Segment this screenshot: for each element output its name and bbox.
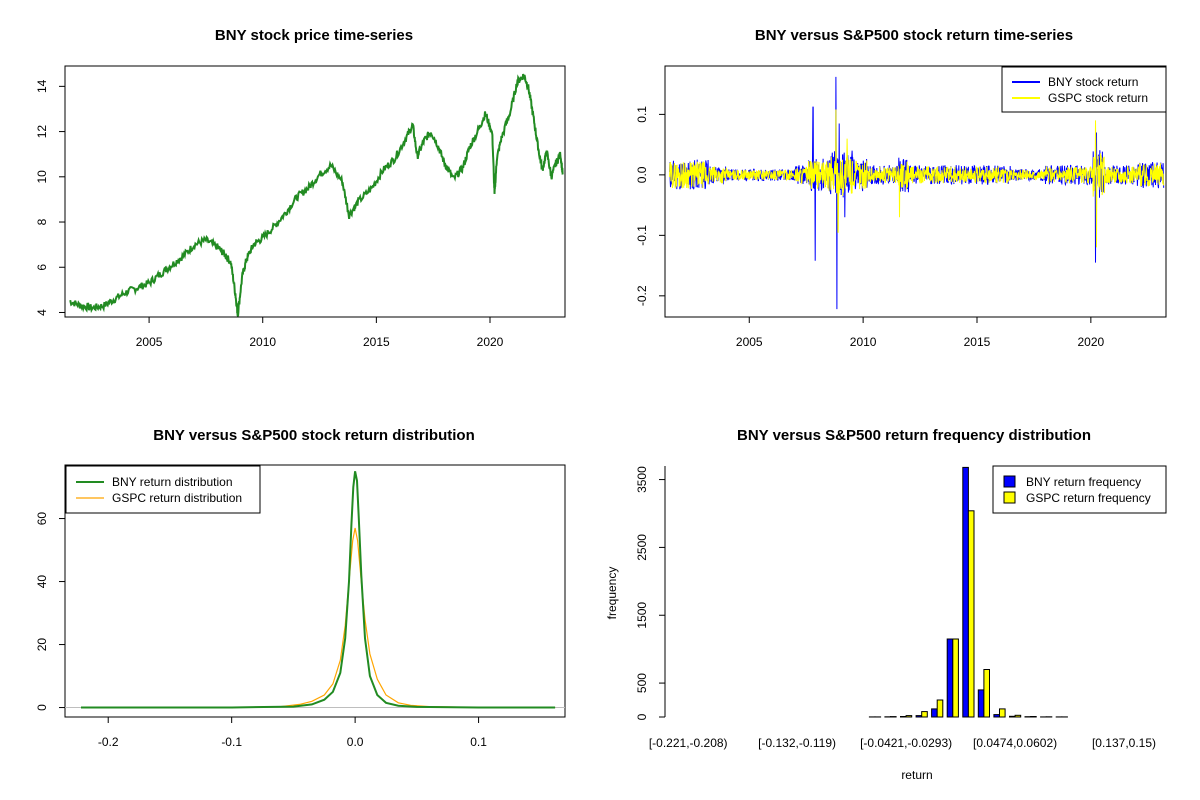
y-tick-label: 12 [35, 125, 49, 139]
frequency-y-axis-label: frequency [605, 567, 619, 620]
density-legend-box [65, 465, 261, 514]
gspc-density-line [81, 527, 556, 709]
x-tick-label: 2010 [249, 335, 276, 349]
x-tick-label: [-0.0421,-0.0293) [860, 736, 952, 750]
price-axis-ticks: 2005 2010 2015 2020 4 6 8 10 12 14 [35, 79, 504, 349]
x-tick-label: 2010 [850, 335, 877, 349]
y-tick-label: 1500 [635, 602, 649, 629]
price-chart-title: BNY stock price time-series [215, 27, 413, 44]
returns-chart-title: BNY versus S&P500 stock return time-seri… [755, 27, 1073, 44]
price-series-line [69, 73, 564, 317]
y-tick-label: -0.1 [635, 225, 649, 246]
x-tick-label: 2015 [363, 335, 390, 349]
y-tick-label: 0.1 [635, 106, 649, 123]
bny-frequency-bar [993, 714, 1001, 718]
y-tick-label: 10 [35, 170, 49, 184]
returns-axis-ticks: 2005 2010 2015 2020 -0.2 -0.1 0.0 0.1 [635, 106, 1105, 349]
bny-frequency-bar [946, 638, 954, 718]
gspc-frequency-bar [905, 715, 913, 718]
y-tick-label: -0.2 [635, 285, 649, 306]
y-tick-label: 0 [635, 713, 649, 720]
density-legend: BNY return distribution GSPC return dist… [65, 465, 261, 514]
legend-label-bny-frequency: BNY return frequency [1026, 475, 1141, 489]
returns-plot-frame [664, 65, 1167, 318]
legend-label-gspc-frequency: GSPC return frequency [1026, 491, 1151, 505]
gspc-frequency-bar [1014, 714, 1022, 718]
x-tick-label: [-0.221,-0.208) [649, 736, 728, 750]
x-tick-label: -0.1 [221, 735, 242, 749]
legend-swatch-bny-frequency [1003, 475, 1016, 488]
legend-label-gspc-return: GSPC stock return [1048, 91, 1148, 105]
y-tick-label: 40 [35, 575, 49, 589]
bny-density-line [81, 471, 556, 709]
legend-label-bny-density: BNY return distribution [112, 475, 233, 489]
gspc-frequency-bar [983, 669, 991, 718]
x-tick-label: -0.2 [98, 735, 119, 749]
gspc-frequency-bar [1030, 716, 1037, 718]
y-tick-label: 14 [35, 79, 49, 93]
y-tick-label: 3500 [635, 466, 649, 493]
legend-swatch-gspc-frequency [1003, 491, 1016, 504]
y-tick-label: 4 [35, 309, 49, 316]
gspc-return-series-line [669, 109, 1165, 248]
frequency-axis-ticks: 0 500 1500 2500 3500 [-0.221,-0.208) [-0.132,-… [635, 466, 1156, 750]
frequency-legend: BNY return frequency GSPC return frequen… [992, 465, 1167, 514]
y-tick-label: 8 [35, 218, 49, 225]
bny-frequency-bar [915, 715, 923, 718]
frequency-legend-box [992, 465, 1167, 514]
y-tick-label: 2500 [635, 534, 649, 561]
x-tick-label: 2020 [477, 335, 504, 349]
frequency-x-axis-label: return [901, 768, 932, 782]
bny-frequency-bar [962, 466, 969, 718]
y-tick-label: 60 [35, 512, 49, 526]
bny-frequency-bar [931, 708, 938, 718]
x-tick-label: [-0.132,-0.119) [758, 736, 836, 750]
x-tick-label: 0.1 [470, 735, 487, 749]
panel-density: BNY versus S&P500 stock return distribut… [35, 427, 566, 749]
legend-label-gspc-density: GSPC return distribution [112, 491, 242, 505]
returns-legend: BNY stock return GSPC stock return [1001, 66, 1167, 113]
x-tick-label: 2005 [736, 335, 763, 349]
bny-frequency-bar [977, 689, 985, 718]
x-tick-label: 0.0 [347, 735, 364, 749]
x-tick-label: [0.137,0.15) [1092, 736, 1156, 750]
density-axis-ticks: -0.2 -0.1 0.0 0.1 0 20 40 60 [35, 512, 487, 749]
frequency-bars [868, 466, 1068, 718]
price-plot-frame [64, 65, 566, 318]
gspc-frequency-bar [936, 699, 944, 718]
legend-label-bny-return: BNY stock return [1048, 75, 1138, 89]
gspc-frequency-bar [967, 510, 975, 718]
x-tick-label: [0.0474,0.0602) [973, 736, 1057, 750]
panel-price: BNY stock price time-series 2005 2010 2015… [35, 27, 566, 349]
x-tick-label: 2015 [964, 335, 991, 349]
y-tick-label: 0.0 [635, 166, 649, 183]
panel-frequency: BNY versus S&P500 return frequency distr… [605, 427, 1167, 782]
x-tick-label: 2005 [136, 335, 163, 349]
panel-returns: BNY versus S&P500 stock return time-seri… [635, 27, 1167, 349]
density-plot-frame [64, 464, 566, 718]
y-tick-label: 20 [35, 638, 49, 652]
y-tick-label: 0 [35, 704, 49, 711]
gspc-frequency-bar [952, 638, 959, 718]
returns-legend-box [1001, 66, 1167, 113]
y-tick-label: 6 [35, 264, 49, 271]
density-chart-title: BNY versus S&P500 stock return distribut… [153, 427, 474, 444]
x-tick-label: 2020 [1077, 335, 1104, 349]
bny-frequency-bar [900, 716, 907, 718]
y-tick-label: 500 [635, 673, 649, 693]
gspc-frequency-bar [921, 711, 928, 718]
frequency-chart-title: BNY versus S&P500 return frequency distr… [737, 427, 1091, 444]
gspc-frequency-bar [999, 708, 1006, 718]
bny-frequency-bar [1009, 715, 1016, 718]
